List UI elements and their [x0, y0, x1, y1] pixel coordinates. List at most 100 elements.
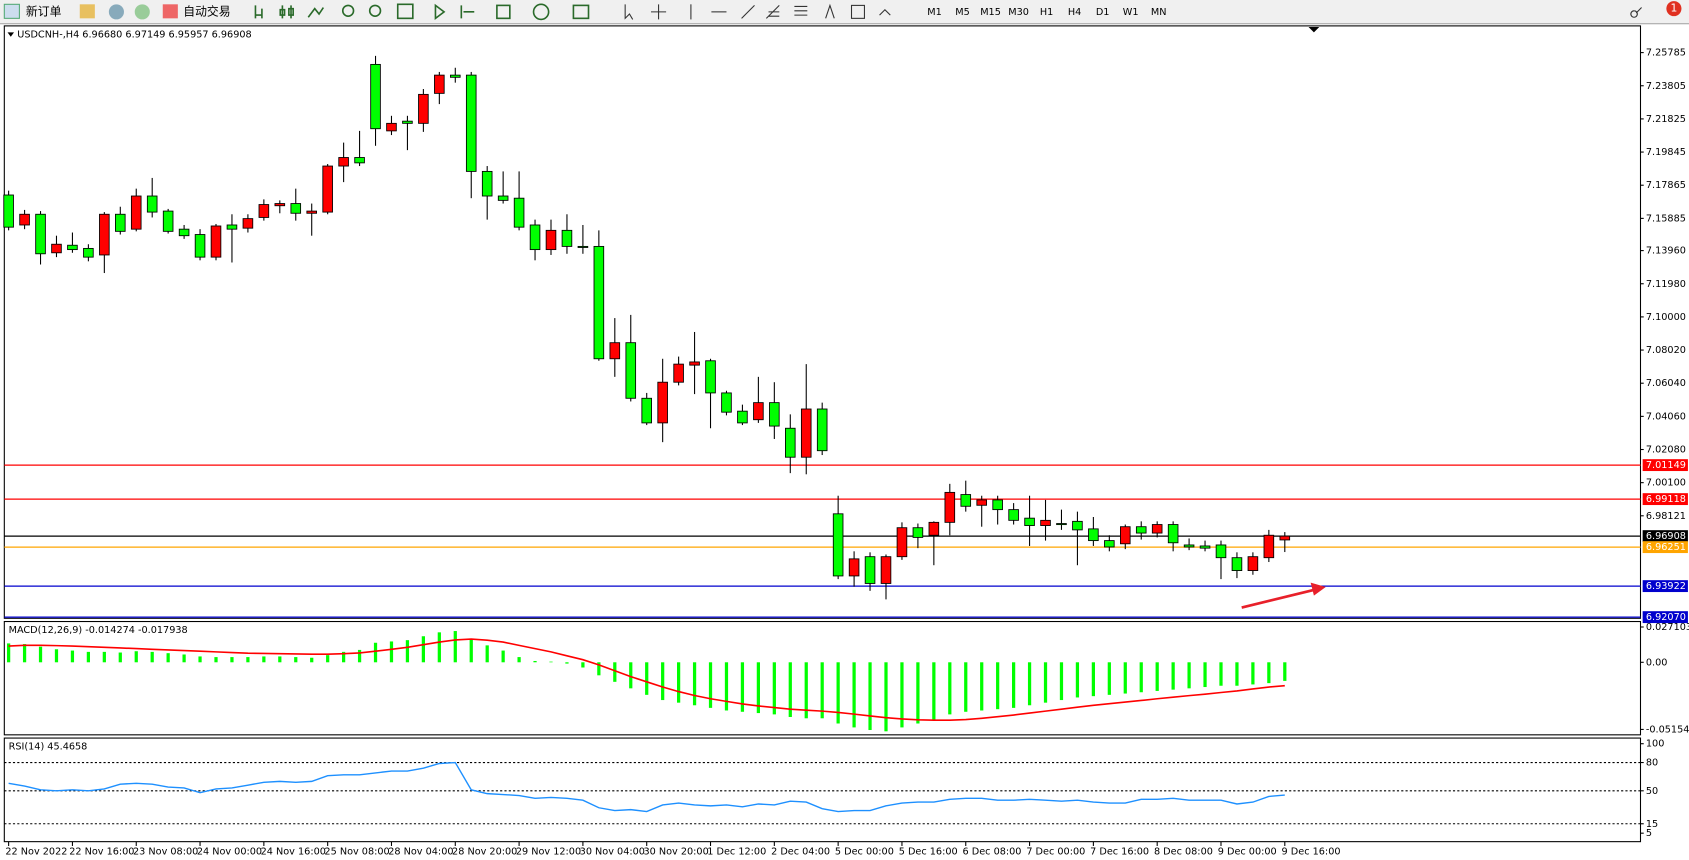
macd-bar — [868, 662, 872, 731]
macd-bar — [581, 662, 585, 668]
channel-icon[interactable] — [765, 5, 780, 19]
x-tick-label: 22 Nov 16:00 — [69, 846, 134, 857]
candle-body — [226, 224, 238, 230]
y-tick-label: 7.17865 — [1646, 180, 1686, 191]
candle-body — [1104, 540, 1115, 548]
tool-icon[interactable] — [79, 4, 95, 19]
x-tick-label: 24 Nov 16:00 — [261, 846, 326, 857]
macd-bar — [740, 662, 745, 712]
tool-icon[interactable] — [108, 4, 124, 20]
zoom-in-icon[interactable] — [341, 4, 355, 17]
macd-bar — [1139, 662, 1143, 693]
text-icon[interactable] — [825, 3, 835, 19]
zoom-out-icon[interactable] — [368, 4, 382, 17]
candle-body — [1183, 544, 1195, 548]
candle-body — [529, 224, 541, 251]
macd-bar — [1155, 662, 1159, 691]
label-icon[interactable] — [850, 4, 865, 19]
chart-menu-triangle[interactable] — [7, 32, 15, 37]
trendline-icon[interactable] — [741, 5, 755, 19]
candle-icon[interactable] — [279, 5, 294, 19]
timeframe-button[interactable]: M1 — [927, 7, 942, 18]
crosshair-icon[interactable] — [651, 4, 667, 20]
candle-body — [402, 120, 413, 124]
timeframe-button[interactable]: H1 — [1040, 7, 1053, 18]
periods-icon[interactable] — [532, 3, 550, 21]
macd-bar — [884, 662, 888, 732]
macd-bar — [645, 662, 649, 695]
macd-bar — [1107, 662, 1111, 695]
candle-body — [880, 556, 892, 584]
x-tick-label: 9 Dec 00:00 — [1218, 846, 1277, 857]
y-tick-label: 7.04060 — [1646, 411, 1686, 422]
candle-body — [625, 342, 637, 399]
annotation-arrow — [1241, 582, 1326, 609]
signal-line — [8, 638, 1285, 722]
cursor-icon[interactable] — [624, 4, 634, 20]
price-level-tag — [1642, 459, 1688, 472]
arrows-icon[interactable] — [879, 8, 891, 16]
macd-bar — [661, 662, 665, 701]
y-tick-label: 7.08020 — [1646, 345, 1686, 356]
macd-bar — [852, 662, 856, 728]
price-level-label: 6.96908 — [1646, 531, 1686, 542]
templates-icon[interactable] — [572, 4, 590, 20]
line-icon[interactable] — [307, 7, 325, 18]
alert-count: 1 — [1670, 2, 1677, 15]
tool-icon[interactable] — [134, 4, 150, 20]
timeframe-button[interactable]: MN — [1151, 7, 1167, 18]
autoscroll-icon[interactable] — [434, 3, 446, 20]
search-icon[interactable] — [1630, 7, 1642, 18]
candle-body — [1088, 528, 1099, 542]
macd-bar — [900, 662, 904, 728]
macd-bar — [86, 651, 91, 663]
candle-body — [19, 213, 30, 226]
bar-chart-icon[interactable] — [254, 5, 263, 19]
x-tick-label: 9 Dec 16:00 — [1282, 846, 1341, 857]
macd-bar — [597, 662, 601, 676]
candle-body — [753, 402, 764, 421]
shift-icon[interactable] — [460, 5, 475, 19]
chart-tools[interactable] — [254, 3, 590, 21]
timeframe-button[interactable]: M15 — [980, 7, 1001, 18]
timeframe-button[interactable]: H4 — [1068, 7, 1081, 18]
candle-body — [561, 229, 573, 247]
candle-body — [322, 165, 333, 213]
macd-bar — [373, 642, 378, 663]
macd-bar — [389, 641, 394, 663]
timeframe-button[interactable]: M5 — [955, 7, 970, 18]
fibo-icon[interactable] — [794, 5, 808, 16]
new-order-button[interactable]: 新订单 — [26, 4, 62, 18]
x-tick-label: 23 Nov 08:00 — [133, 846, 198, 857]
macd-bar — [326, 655, 330, 663]
tile-icon[interactable] — [396, 3, 414, 20]
shift-marker[interactable] — [1308, 26, 1320, 33]
macd-bar — [7, 643, 11, 663]
indicators-icon[interactable] — [496, 4, 511, 20]
plot: USDCNH-,H4 6.96680 6.97149 6.95957 6.969… — [3, 30, 1689, 857]
candle-body — [848, 558, 860, 577]
x-tick-label: 30 Nov 04:00 — [580, 846, 645, 857]
x-tick-label: 25 Nov 08:00 — [324, 846, 389, 857]
timeframe-button[interactable]: M30 — [1008, 7, 1029, 18]
alert-badge[interactable] — [1666, 1, 1682, 17]
candle-body — [976, 499, 987, 506]
autotrade-button[interactable]: 自动交易 — [183, 4, 230, 18]
macd-bar — [294, 657, 298, 663]
timeframe-button[interactable]: D1 — [1096, 7, 1110, 18]
y-tick-label: 7.13960 — [1646, 246, 1686, 257]
macd-bar — [1043, 662, 1048, 703]
candle-body — [737, 410, 748, 424]
macd-bar — [246, 657, 250, 663]
timeframe-button[interactable]: W1 — [1123, 7, 1139, 18]
macd-bar — [54, 649, 59, 663]
drawing-tools[interactable] — [624, 3, 1642, 20]
macd-bar — [916, 662, 920, 724]
macd-bar — [836, 662, 840, 724]
macd-bar — [1267, 662, 1271, 684]
macd-bar — [453, 631, 457, 663]
candle-body — [912, 527, 924, 538]
candle-body — [657, 381, 668, 424]
candle-body — [386, 122, 397, 132]
